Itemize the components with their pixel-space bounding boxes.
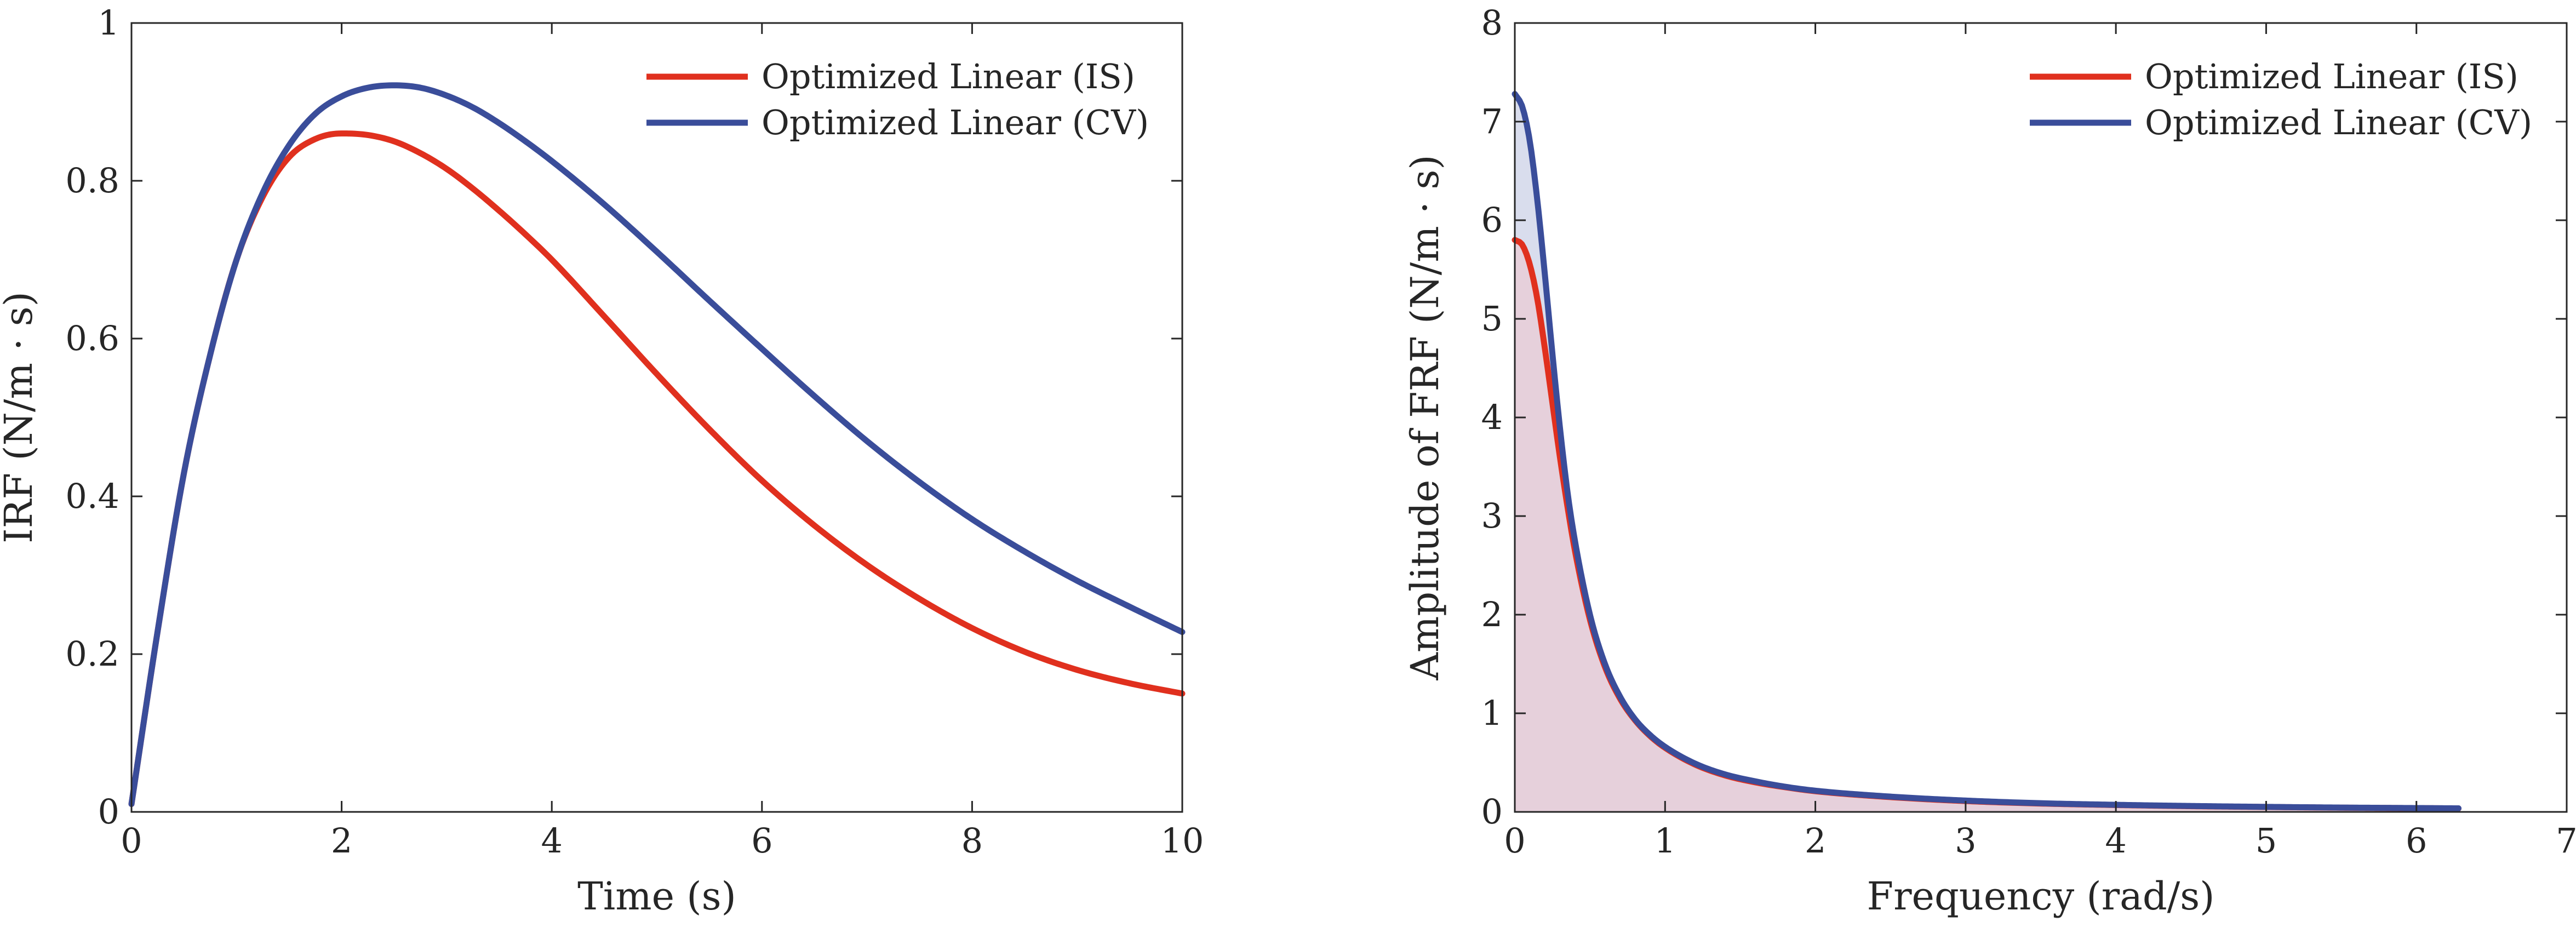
- x-tick-label: 2: [1805, 821, 1826, 861]
- legend-label-cv: Optimized Linear (CV): [2145, 102, 2532, 142]
- x-tick-label: 2: [331, 821, 352, 861]
- y-tick-label: 8: [1481, 3, 1503, 43]
- series-line-is: [128, 130, 1186, 808]
- y-tick-label: 0.4: [65, 476, 119, 516]
- series-line-cv: [128, 82, 1186, 808]
- y-tick-label: 0: [1481, 792, 1503, 832]
- y-tick-label: 1: [1481, 693, 1503, 733]
- x-tick-label: 0: [1504, 821, 1525, 861]
- area-fill-cv: [1515, 94, 2459, 812]
- y-tick-label: 7: [1481, 101, 1503, 141]
- y-tick-label: 0.2: [65, 634, 119, 674]
- x-tick-label: 1: [1655, 821, 1676, 861]
- x-tick-label: 7: [2556, 821, 2576, 861]
- y-axis-label: Amplitude of FRF (N/m · s): [1403, 154, 1447, 680]
- x-tick-label: 0: [121, 821, 142, 861]
- series-line-cv: [1512, 91, 2462, 812]
- x-tick-label: 3: [1955, 821, 1976, 861]
- legend: Optimized Linear (IS) Optimized Linear (C…: [646, 56, 1149, 142]
- y-tick-label: 1: [98, 3, 119, 43]
- y-tick-label: 6: [1481, 200, 1503, 240]
- legend-label-is: Optimized Linear (IS): [762, 56, 1135, 96]
- axes-box: [130, 22, 1183, 813]
- frf-chart: 0 1 2 3 4 5 6 7 0 1 2 3 4 5 6 7 8 Frequency (rad/s) Amplit…: [1403, 3, 2576, 919]
- irf-chart: 0 2 4 6 8 10 0 0.2 0.4 0.6 0.8 1 Time (s) IRF (N/m · …: [0, 3, 1204, 919]
- legend-label-cv: Optimized Linear (CV): [762, 102, 1149, 142]
- series-line-is: [1512, 237, 2462, 812]
- area-fill-is: [1515, 240, 2459, 812]
- x-tick-label: 10: [1161, 821, 1204, 861]
- x-tick-label: 6: [751, 821, 772, 861]
- y-tick-label: 0.8: [65, 161, 119, 201]
- y-tick-label: 2: [1481, 594, 1503, 634]
- x-axis-label: Frequency (rad/s): [1867, 874, 2215, 919]
- y-tick-label: 0: [98, 792, 119, 832]
- y-tick-label: 5: [1481, 299, 1503, 339]
- x-axis-label: Time (s): [577, 874, 736, 919]
- x-tick-label: 5: [2256, 821, 2277, 861]
- legend: Optimized Linear (IS) Optimized Linear (C…: [2030, 56, 2532, 142]
- y-tick-label: 3: [1481, 496, 1503, 536]
- y-tick-label: 4: [1481, 397, 1503, 437]
- x-tick-label: 4: [541, 821, 562, 861]
- y-tick-label: 0.6: [65, 318, 119, 358]
- y-axis-label: IRF (N/m · s): [0, 291, 41, 543]
- x-tick-label: 4: [2105, 821, 2126, 861]
- x-tick-label: 6: [2406, 821, 2427, 861]
- legend-label-is: Optimized Linear (IS): [2145, 56, 2518, 96]
- x-tick-label: 8: [961, 821, 983, 861]
